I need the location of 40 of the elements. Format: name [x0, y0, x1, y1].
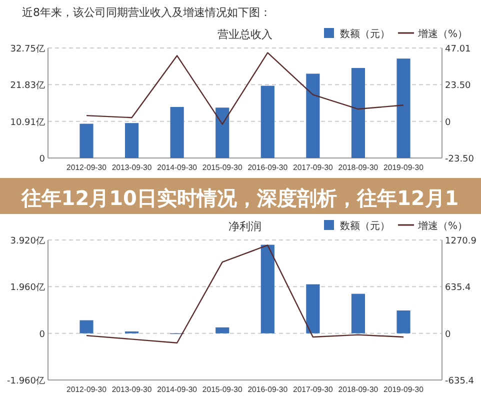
y-tick-label: 21.83亿	[10, 80, 45, 92]
line-series	[86, 244, 404, 344]
text: 近8年来，该公司同期营业收入及增速情况如下图：	[22, 6, 271, 19]
bar	[396, 58, 410, 158]
bar	[396, 310, 410, 334]
bar	[306, 74, 320, 158]
y2-tick-label: -23.50	[445, 154, 474, 164]
bar	[351, 68, 366, 158]
y-tick-label: 32.75亿	[10, 44, 45, 54]
y2-tick-label: 0	[445, 118, 451, 128]
bar	[80, 320, 94, 334]
chart-title: 净利润	[228, 220, 262, 233]
bar	[260, 244, 274, 334]
legend-label: 增速（%）	[417, 28, 468, 40]
y2-tick-label: 0	[445, 330, 451, 340]
y-tick-label: 0	[39, 154, 46, 164]
line-series	[86, 52, 404, 125]
bar	[80, 124, 94, 158]
text: 往年12月10日实时情况，深度剖析，往年12月1	[20, 186, 459, 210]
bar	[216, 108, 230, 158]
y-tick-label: -1.960亿	[6, 376, 45, 386]
y2-tick-label: -635.4	[445, 376, 474, 386]
bar	[124, 123, 139, 158]
bar	[170, 106, 184, 158]
y-tick-label: 1.960亿	[10, 282, 45, 294]
legend-label: 数额（元）	[340, 28, 390, 40]
chart-title: 营业总收入	[218, 28, 272, 41]
legend-label: 增速（%）	[417, 220, 468, 232]
bar	[260, 86, 274, 158]
y2-tick-label: 1270.9	[445, 236, 477, 246]
legend-label: 数额（元）	[340, 220, 390, 232]
y-tick-label: 10.91亿	[10, 116, 45, 128]
y-tick-label: 3.920亿	[10, 236, 45, 246]
bar	[306, 284, 320, 334]
y2-tick-label: 635.4	[445, 283, 472, 294]
y2-tick-label: 23.50	[445, 81, 472, 92]
bar	[216, 327, 230, 334]
bar	[351, 294, 366, 334]
y2-tick-label: 47.01	[445, 44, 471, 54]
y-tick-label: 0	[39, 330, 46, 340]
